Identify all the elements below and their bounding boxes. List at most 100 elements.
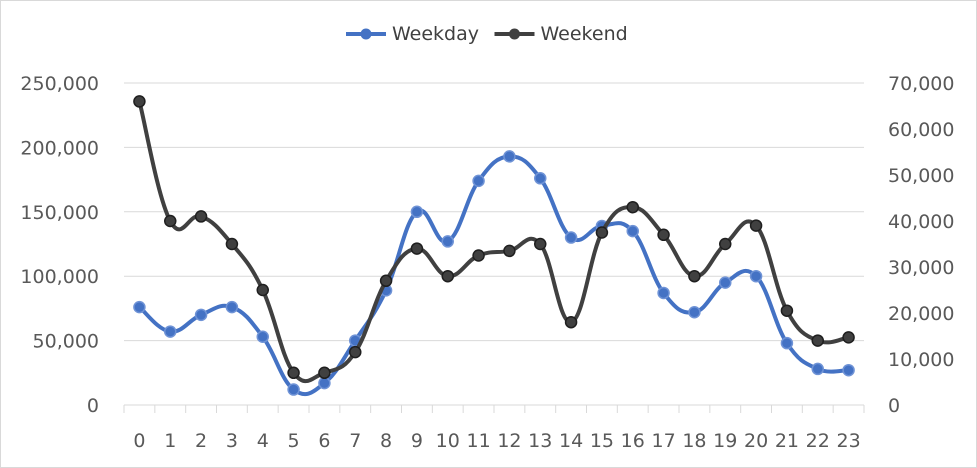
weekend-point	[595, 226, 609, 239]
weekend-point	[164, 214, 177, 228]
legend-label-weekend: Weekend	[541, 23, 628, 45]
weekend-point	[410, 242, 424, 255]
weekday-point	[811, 362, 824, 376]
weekend-point	[287, 366, 300, 380]
weekend-point	[780, 304, 794, 317]
x-tick-label: 17	[651, 430, 675, 452]
x-tick-label: 19	[713, 430, 737, 452]
weekday-point	[657, 286, 670, 300]
y-left-tick-label: 0	[87, 395, 99, 417]
y-right-tick-label: 20,000	[888, 303, 954, 325]
y-left-tick-label: 250,000	[20, 73, 99, 95]
weekend-point	[688, 269, 701, 283]
legend-swatch-marker	[509, 28, 520, 40]
weekday-point	[194, 308, 208, 322]
x-tick-label: 0	[133, 430, 145, 452]
legend-swatch-marker	[360, 28, 372, 40]
legend-label-weekday: Weekday	[392, 23, 479, 45]
weekend-point	[472, 249, 485, 262]
weekday-point	[688, 306, 701, 319]
weekend-series	[133, 95, 855, 384]
weekend-point	[379, 274, 393, 288]
x-tick-label: 10	[436, 430, 460, 452]
weekend-point	[657, 228, 670, 242]
x-axis: 0 1 2 3 4 5 6 7 8 9 10 11 12 13 14 15 16 17 18 19 20 21 22 23	[123, 404, 865, 452]
y-left-tick-label: 200,000	[20, 137, 99, 159]
weekday-line	[137, 154, 851, 397]
x-tick-label: 8	[380, 430, 392, 452]
weekend-point	[564, 315, 578, 329]
weekend-point	[811, 334, 824, 347]
legend: Weekday Weekend	[346, 23, 628, 45]
x-tick-label: 15	[590, 430, 614, 452]
weekend-point	[441, 269, 454, 283]
y-right-tick-label: 60,000	[888, 119, 954, 141]
y-right-tick-label: 30,000	[888, 257, 954, 279]
series-layer	[133, 95, 855, 397]
weekend-line	[137, 99, 851, 384]
weekend-point	[256, 283, 269, 297]
y-left-tick-label: 50,000	[33, 331, 99, 353]
x-tick-label: 14	[559, 430, 583, 452]
y-right-tick-label: 0	[888, 395, 900, 417]
x-tick-label: 9	[411, 430, 423, 452]
weekend-point	[194, 210, 208, 223]
weekend-point	[534, 237, 547, 251]
weekday-point	[564, 231, 578, 244]
x-tick-label: 20	[744, 430, 768, 452]
x-tick-label: 18	[682, 430, 706, 452]
y-right-tick-label: 10,000	[888, 349, 954, 371]
x-tick-label: 23	[836, 430, 860, 452]
weekday-point	[133, 300, 146, 314]
x-tick-label: 13	[528, 430, 552, 452]
weekday-point	[164, 325, 177, 338]
weekend-point	[842, 331, 855, 344]
weekday-point	[719, 276, 732, 289]
weekend-point	[749, 219, 763, 232]
weekday-point	[256, 330, 269, 343]
x-tick-label: 1	[164, 430, 176, 452]
y-left-tick-label: 150,000	[20, 202, 99, 224]
x-tick-label: 21	[775, 430, 799, 452]
weekday-point	[287, 383, 300, 396]
weekday-point	[441, 235, 454, 248]
y-axis-left: 0 50,000 100,000 150,000 200,000 250,000	[20, 73, 99, 417]
x-tick-label: 7	[349, 430, 361, 452]
weekend-point	[133, 95, 146, 108]
x-tick-label: 6	[318, 430, 330, 452]
legend-item-weekday: Weekday	[346, 23, 479, 45]
x-tick-label: 11	[466, 430, 490, 452]
weekend-point	[503, 244, 516, 258]
x-tick-label: 22	[806, 430, 830, 452]
weekday-point	[472, 174, 485, 188]
x-tick-label: 2	[195, 430, 207, 452]
weekend-point	[318, 366, 331, 380]
x-tick-label: 5	[288, 430, 300, 452]
y-axis-right: 0 10,000 20,000 30,000 40,000 50,000 60,000 70,…	[888, 73, 954, 417]
weekday-point	[780, 336, 794, 350]
weekday-point	[842, 363, 855, 377]
weekday-point	[225, 300, 239, 314]
weekday-point	[534, 172, 547, 185]
weekday-point	[749, 269, 763, 283]
y-left-tick-label: 100,000	[20, 266, 99, 288]
y-right-tick-label: 40,000	[888, 211, 954, 233]
weekend-point	[626, 200, 639, 214]
x-tick-label: 4	[257, 430, 269, 452]
y-right-tick-label: 50,000	[888, 165, 954, 187]
x-tick-label: 12	[497, 430, 521, 452]
weekday-point	[503, 150, 516, 163]
legend-item-weekend: Weekend	[494, 23, 628, 45]
weekend-point	[719, 237, 732, 251]
x-tick-label: 3	[226, 430, 238, 452]
weekday-point	[318, 376, 331, 390]
weekend-point	[225, 237, 239, 251]
weekend-point	[349, 345, 362, 359]
x-tick-label: 16	[621, 430, 645, 452]
weekday-series	[133, 150, 855, 397]
weekday-point	[626, 224, 639, 238]
weekday-point	[410, 205, 424, 219]
y-right-tick-label: 70,000	[888, 73, 954, 95]
